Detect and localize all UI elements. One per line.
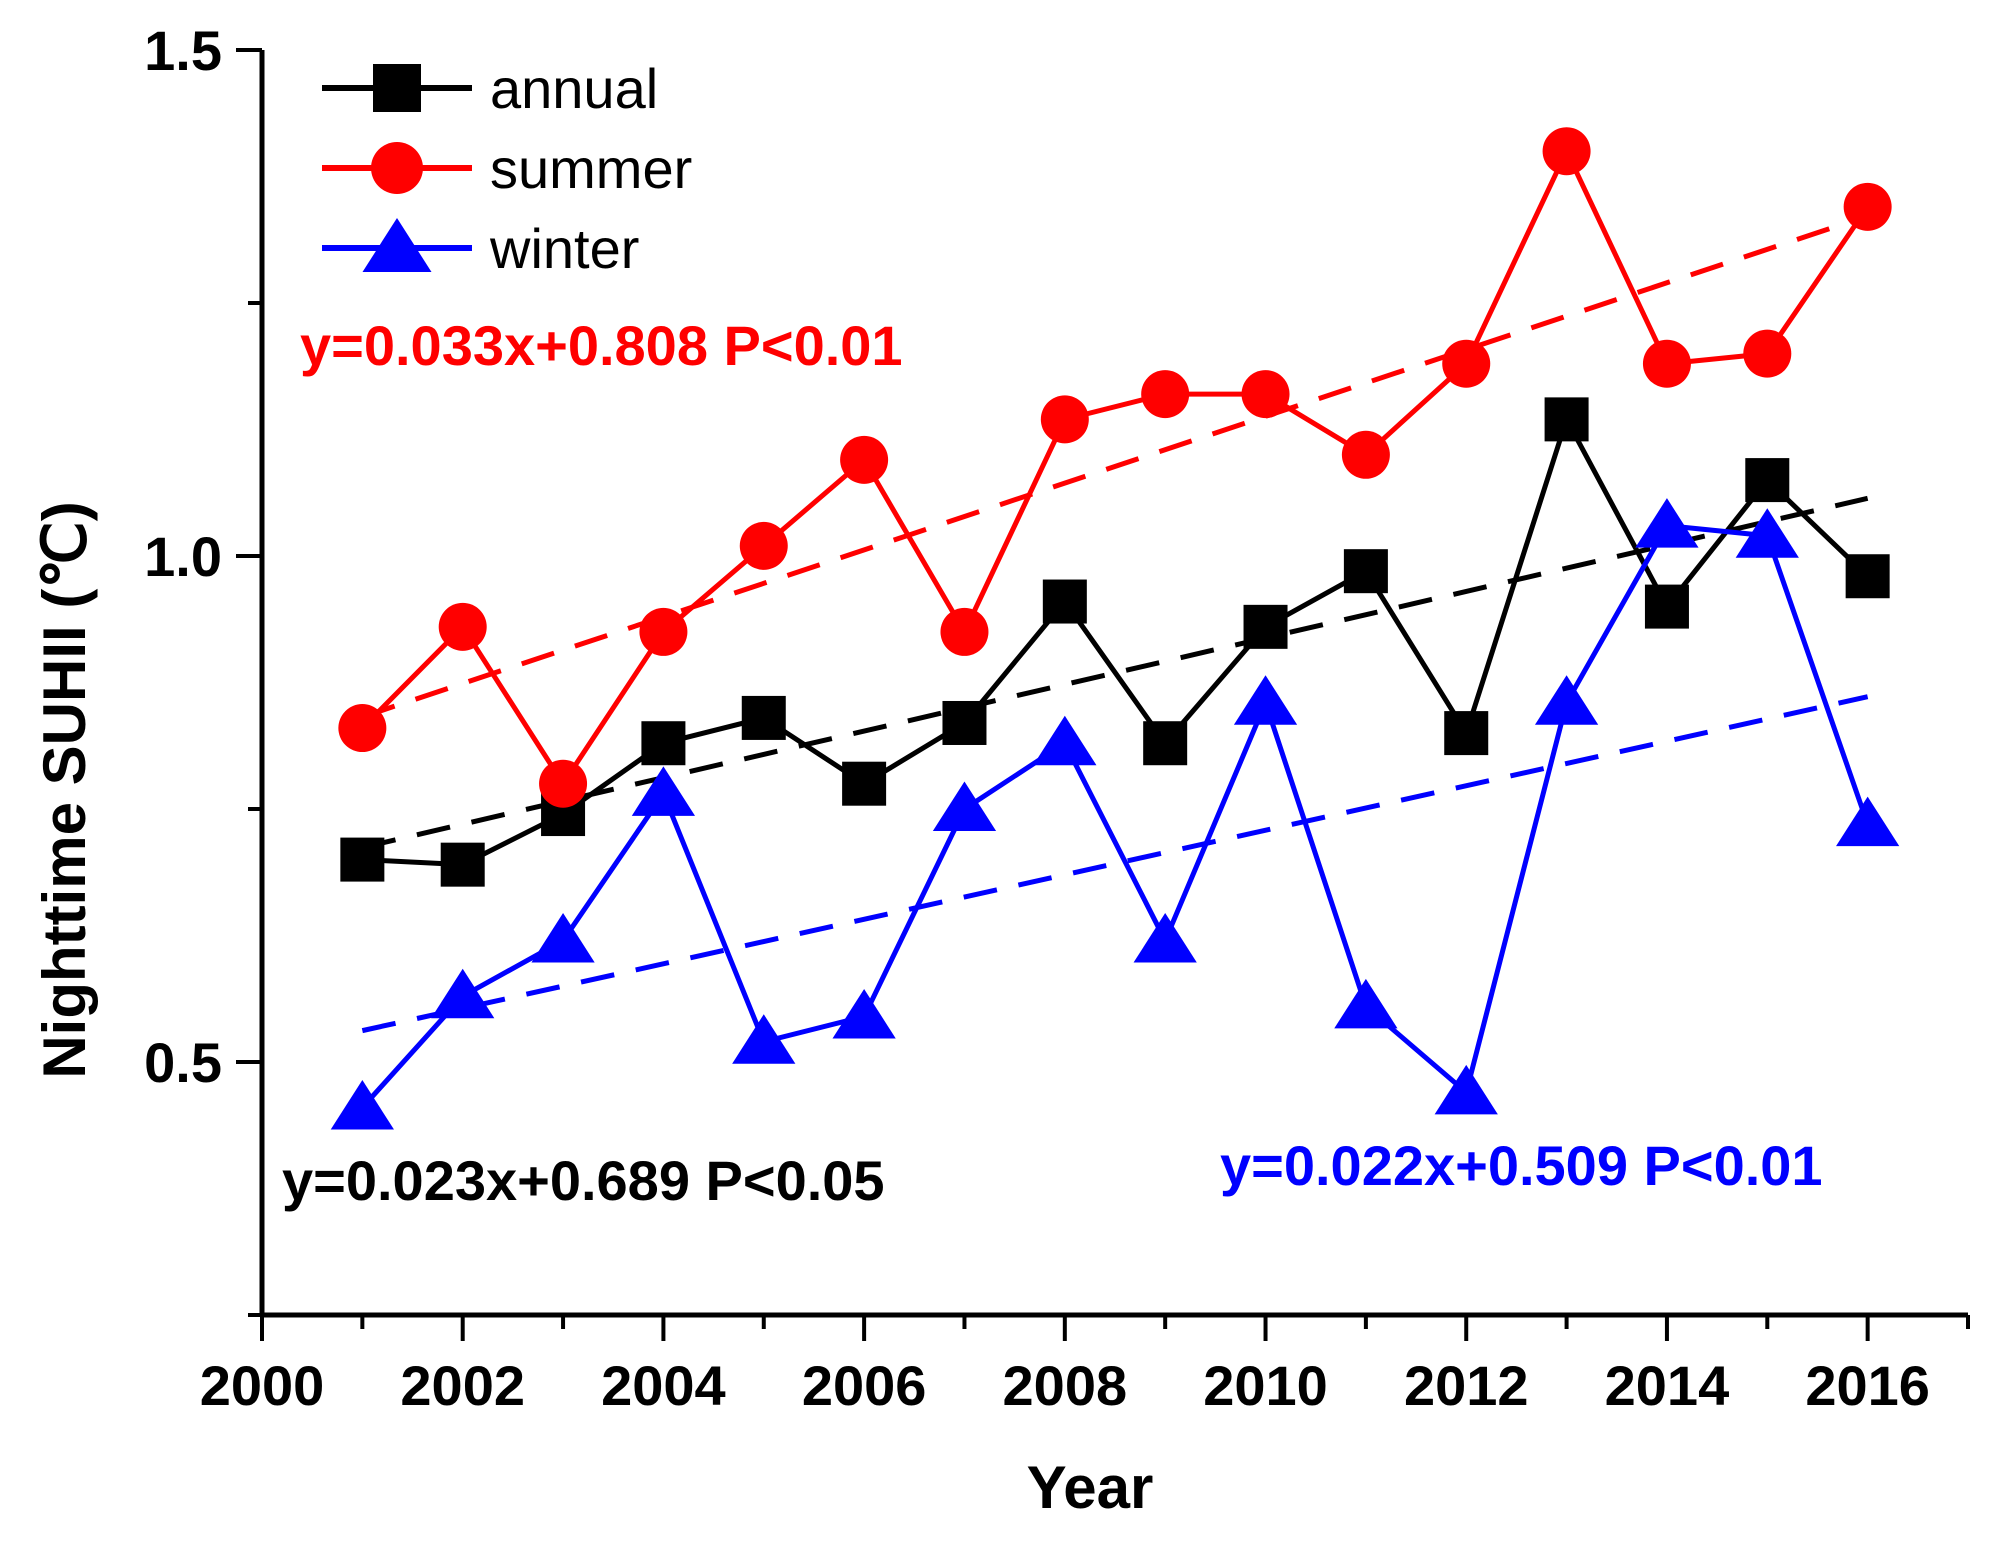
winter-point (1534, 675, 1599, 725)
winter-point (1836, 796, 1900, 847)
x-tick-label: 2002 (400, 1354, 525, 1417)
winter-point (732, 1014, 796, 1064)
summer-point (1141, 370, 1190, 419)
summer-legend-marker (371, 142, 423, 194)
winter-trend-equation: y=0.022x+0.509 P<0.01 (1220, 1134, 1823, 1197)
summer-point (739, 521, 788, 570)
winter-point (1635, 498, 1699, 548)
x-tick-label: 2010 (1203, 1354, 1328, 1417)
annual-point (340, 837, 385, 882)
summer-legend-label: summer (490, 137, 692, 200)
y-axis-title: Nighttime SUHII (℃) (31, 501, 98, 1078)
annual-point (942, 700, 987, 745)
x-tick-label: 2012 (1404, 1354, 1529, 1417)
x-tick-label: 2004 (601, 1354, 726, 1417)
annual-point (440, 842, 485, 887)
summer-point (539, 759, 588, 808)
winter-point (1434, 1064, 1498, 1115)
winter-point (330, 1080, 394, 1130)
annual-legend-marker (373, 64, 421, 112)
winter-point (932, 781, 997, 831)
winter-trend-line (361, 694, 1869, 1034)
annual-point (1444, 711, 1489, 756)
winter-point (431, 968, 495, 1019)
axes: 2000 2002 2004 2006 2008 2010 2012 2014 2016 0.5 1… (144, 19, 1970, 1417)
winter-point (1334, 978, 1398, 1029)
summer-line (360, 148, 1870, 787)
summer-point (840, 435, 889, 484)
annual-point (1343, 549, 1388, 594)
winter-legend-marker (362, 218, 432, 272)
y-tick-label: 0.5 (144, 1031, 222, 1094)
summer-point (1040, 395, 1089, 444)
annual-point (1243, 604, 1288, 649)
legend: annual summer winter (322, 57, 692, 280)
summer-point (338, 704, 387, 753)
summer-point (1542, 127, 1591, 176)
summer-trend-equation: y=0.033x+0.808 P<0.01 (300, 314, 903, 377)
annual-trend-line (361, 495, 1869, 850)
x-tick-label: 2006 (802, 1354, 927, 1417)
x-tick-label: 2000 (200, 1354, 325, 1417)
x-axis-title: Year (1027, 1454, 1154, 1521)
y-tick-label: 1.0 (144, 525, 222, 588)
winter-point (1033, 715, 1097, 766)
x-tick-label: 2008 (1003, 1354, 1128, 1417)
summer-point (1341, 430, 1390, 479)
summer-point (438, 602, 487, 651)
annual-point (741, 695, 786, 740)
winter-legend-label: winter (489, 217, 639, 280)
y-tick-label: 1.5 (144, 19, 222, 82)
winter-point (1735, 508, 1799, 558)
summer-point (1642, 339, 1691, 388)
annual-trend-equation: y=0.023x+0.689 P<0.05 (282, 1149, 885, 1212)
summer-point (639, 607, 688, 656)
annual-point (1544, 397, 1589, 442)
trend-lines (361, 213, 1869, 1034)
summer-point (1843, 182, 1892, 231)
annual-legend-label: annual (490, 57, 658, 120)
annual-point (1644, 584, 1689, 629)
summer-point (1743, 329, 1792, 378)
annual-point (1745, 458, 1790, 503)
x-tick-label: 2016 (1805, 1354, 1930, 1417)
winter-point (531, 913, 595, 963)
annual-point (1143, 721, 1188, 766)
data-series (330, 127, 1900, 1130)
summer-trend-line (361, 213, 1869, 720)
annual-point (842, 761, 887, 806)
summer-point (1241, 370, 1290, 419)
winter-point (631, 766, 696, 816)
annual-point (641, 721, 686, 766)
summer-point (1442, 339, 1491, 388)
winter-point (832, 988, 896, 1039)
annual-point (1042, 579, 1087, 624)
winter-point (1133, 913, 1197, 963)
winter-line (360, 523, 1871, 1110)
annual-point (1845, 554, 1890, 599)
winter-point (1233, 675, 1298, 725)
annual-line (362, 416, 1870, 868)
x-tick-label: 2014 (1605, 1354, 1730, 1417)
summer-point (940, 607, 989, 656)
